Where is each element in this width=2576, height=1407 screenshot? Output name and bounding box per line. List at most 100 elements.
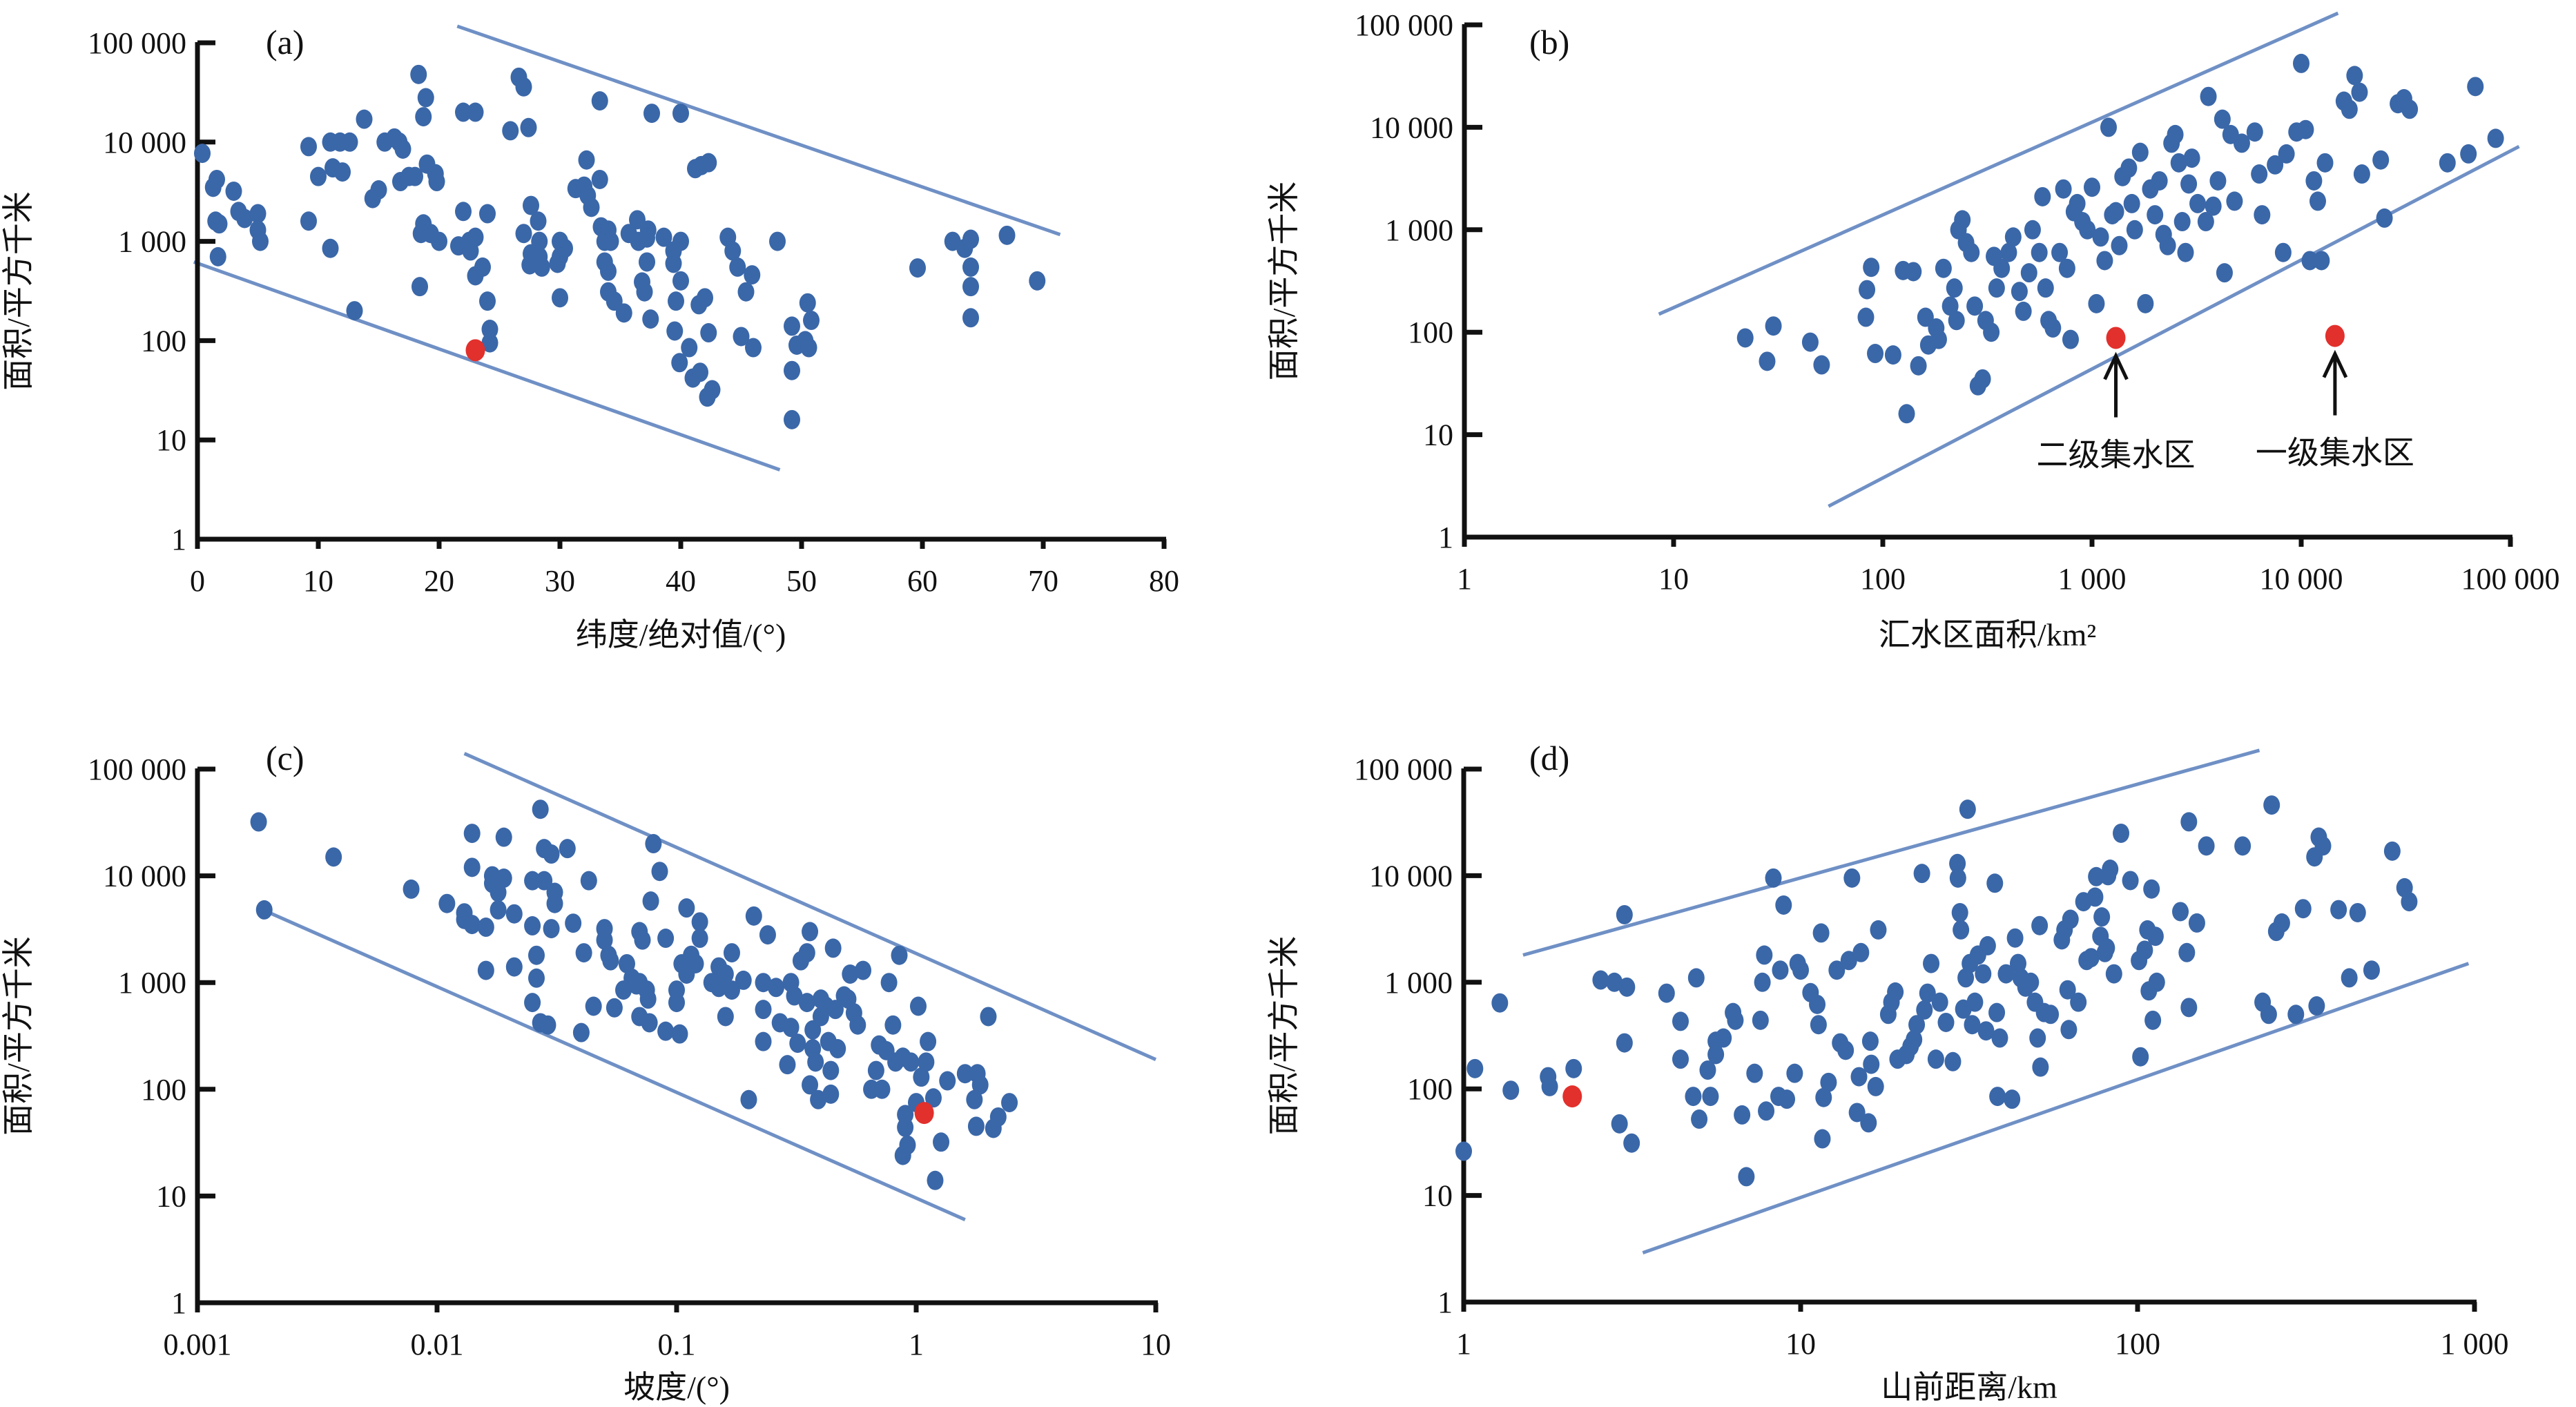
data-point <box>1658 983 1675 1003</box>
data-point <box>1606 972 1623 992</box>
x-tick-label: 50 <box>786 564 817 598</box>
data-point <box>1727 1010 1744 1030</box>
data-point <box>1672 1049 1689 1069</box>
data-point <box>1983 322 2000 342</box>
data-point <box>902 1052 920 1072</box>
data-point <box>1989 1087 2006 1107</box>
data-point <box>1691 1109 1708 1129</box>
data-point <box>2136 940 2153 960</box>
data-point <box>920 1031 937 1051</box>
data-point <box>2180 998 2198 1018</box>
data-point <box>971 1075 989 1095</box>
data-point <box>849 1015 866 1035</box>
data-point <box>2100 117 2117 137</box>
x-axis-title: 汇水区面积/km² <box>1879 617 2096 652</box>
data-point <box>583 197 600 217</box>
data-point <box>759 925 776 945</box>
data-point <box>1852 942 1870 962</box>
data-point <box>697 288 713 308</box>
trend-line-upper-bound <box>456 24 1061 237</box>
x-tick-label: 100 000 <box>2461 562 2560 596</box>
x-tick-label: 70 <box>1028 564 1058 598</box>
data-point <box>2305 171 2323 191</box>
data-point <box>1954 210 1971 230</box>
data-point <box>810 1089 827 1109</box>
data-point <box>1623 1133 1640 1153</box>
y-tick-label: 100 <box>1408 316 1453 349</box>
data-point <box>1792 960 1809 980</box>
data-point <box>1616 1033 1633 1053</box>
data-point <box>641 1013 658 1033</box>
data-point <box>1455 1141 1472 1161</box>
data-point <box>1966 992 1984 1012</box>
data-point <box>1738 1167 1755 1187</box>
data-point <box>455 102 472 122</box>
data-point <box>334 162 351 182</box>
data-point <box>1905 262 1922 282</box>
data-point <box>606 998 623 1018</box>
data-point <box>956 1064 974 1084</box>
x-tick-label: 1 000 <box>2441 1327 2509 1361</box>
data-point <box>431 231 447 251</box>
data-point <box>962 229 979 249</box>
data-point <box>1919 983 1936 1003</box>
trend-line-upper-bound <box>1658 11 2339 316</box>
data-point <box>1772 960 1789 980</box>
data-point <box>1715 1028 1732 1048</box>
data-point <box>2233 133 2250 153</box>
data-point <box>745 338 762 358</box>
data-point <box>2092 227 2109 247</box>
data-point <box>1685 1087 1702 1107</box>
y-tick-label: 100 000 <box>88 753 186 786</box>
data-point <box>2273 913 2290 933</box>
annotation-arrow-head <box>2103 351 2129 380</box>
data-point <box>2107 202 2124 222</box>
highlight-point <box>2106 327 2126 349</box>
y-tick-label: 100 000 <box>1354 753 1453 786</box>
data-point <box>543 844 560 864</box>
y-tick-label: 10 000 <box>1369 859 1453 893</box>
data-point <box>1611 1114 1628 1134</box>
data-point <box>524 871 541 891</box>
x-tick-label: 1 <box>909 1328 924 1361</box>
data-point <box>2173 212 2191 232</box>
x-tick-label: 80 <box>1149 564 1179 598</box>
data-point <box>1814 1129 1831 1149</box>
data-point <box>428 172 445 192</box>
data-point <box>724 241 742 261</box>
y-tick-label: 1 <box>171 523 186 556</box>
data-point <box>565 913 582 933</box>
data-point <box>880 973 898 993</box>
data-point <box>490 900 507 920</box>
data-point <box>1812 923 1830 943</box>
data-point <box>2200 86 2217 106</box>
data-point <box>1801 332 1819 352</box>
y-tick-label: 100 <box>141 1073 186 1107</box>
data-point <box>591 91 608 111</box>
data-point <box>1752 1010 1769 1030</box>
data-point <box>2170 153 2187 173</box>
data-point <box>2278 144 2295 164</box>
data-point <box>2093 907 2111 927</box>
data-point <box>2349 902 2366 922</box>
data-point <box>1867 344 1884 364</box>
data-point <box>634 930 651 950</box>
x-tick-label: 1 <box>1456 1327 1471 1361</box>
data-point <box>745 906 762 926</box>
panel-a: 1 10 100 1 000 10 000 100 000 0 10 20 30 40 50 60 70 8… <box>1 23 1179 652</box>
data-point <box>2111 235 2128 255</box>
data-point <box>1786 1063 1803 1083</box>
data-point <box>559 839 576 859</box>
data-point <box>980 1007 997 1027</box>
data-point <box>2029 1028 2046 1048</box>
data-point <box>681 338 698 358</box>
data-point <box>967 1116 985 1136</box>
data-point <box>1946 278 1963 298</box>
data-point <box>1863 1054 1880 1074</box>
data-point <box>2009 953 2026 973</box>
data-point <box>211 214 228 234</box>
data-point <box>2263 795 2280 815</box>
data-point <box>2214 109 2231 129</box>
data-point <box>250 812 267 832</box>
data-point <box>802 1075 819 1095</box>
